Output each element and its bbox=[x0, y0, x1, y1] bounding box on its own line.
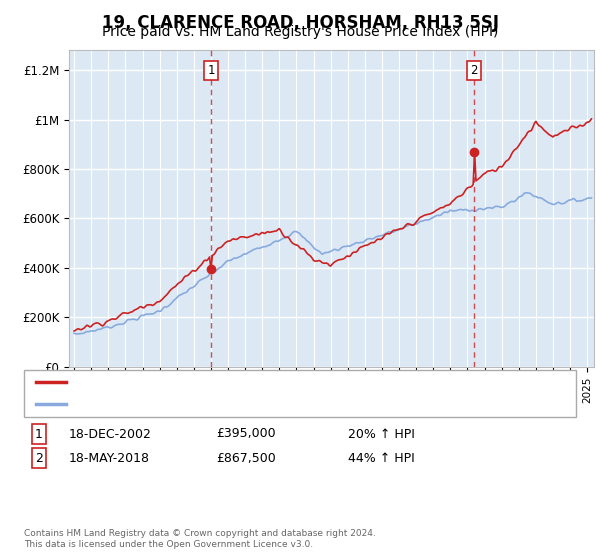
Text: Price paid vs. HM Land Registry's House Price Index (HPI): Price paid vs. HM Land Registry's House … bbox=[102, 25, 498, 39]
Text: 1: 1 bbox=[207, 64, 215, 77]
Text: 19, CLARENCE ROAD, HORSHAM, RH13 5SJ: 19, CLARENCE ROAD, HORSHAM, RH13 5SJ bbox=[101, 14, 499, 32]
Text: Contains HM Land Registry data © Crown copyright and database right 2024.: Contains HM Land Registry data © Crown c… bbox=[24, 529, 376, 538]
Text: 2: 2 bbox=[35, 451, 43, 465]
Text: 18-MAY-2018: 18-MAY-2018 bbox=[69, 451, 150, 465]
Text: 19, CLARENCE ROAD, HORSHAM, RH13 5SJ (detached house): 19, CLARENCE ROAD, HORSHAM, RH13 5SJ (de… bbox=[78, 375, 438, 389]
Text: £395,000: £395,000 bbox=[216, 427, 275, 441]
Text: 18-DEC-2002: 18-DEC-2002 bbox=[69, 427, 152, 441]
Text: 1: 1 bbox=[35, 427, 43, 441]
Text: HPI: Average price, detached house, Horsham: HPI: Average price, detached house, Hors… bbox=[78, 398, 349, 411]
Text: 2: 2 bbox=[470, 64, 478, 77]
Text: This data is licensed under the Open Government Licence v3.0.: This data is licensed under the Open Gov… bbox=[24, 540, 313, 549]
Text: 20% ↑ HPI: 20% ↑ HPI bbox=[348, 427, 415, 441]
Text: £867,500: £867,500 bbox=[216, 451, 276, 465]
Text: 44% ↑ HPI: 44% ↑ HPI bbox=[348, 451, 415, 465]
